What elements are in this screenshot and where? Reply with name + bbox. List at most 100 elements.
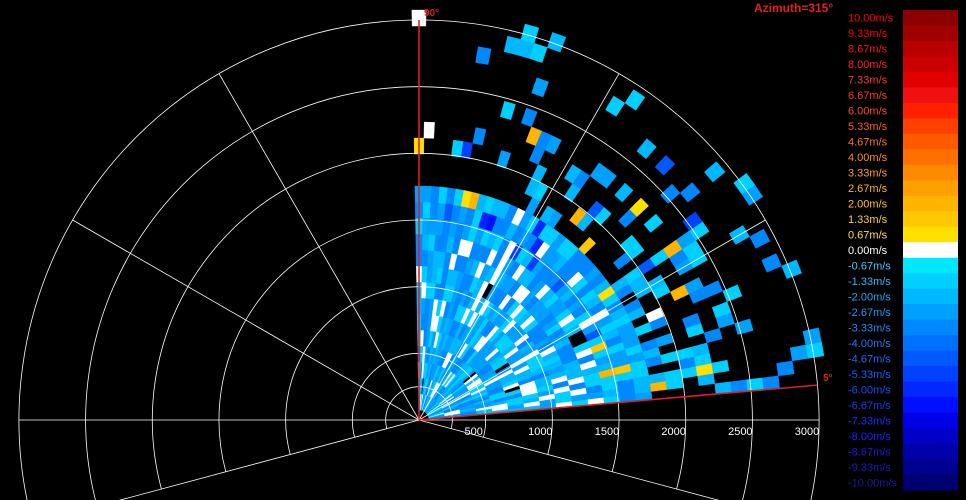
colorbar-label: -4.00m/s — [848, 338, 891, 350]
velocity-cell — [711, 359, 730, 374]
velocity-cell — [421, 233, 429, 251]
colorbar-swatch — [903, 350, 958, 367]
colorbar-swatch — [903, 87, 958, 104]
azimuth-spoke — [118, 419, 420, 500]
colorbar-swatch — [903, 102, 958, 119]
colorbar-swatch — [903, 25, 958, 42]
colorbar-label: -8.67m/s — [848, 446, 891, 458]
velocity-cell — [422, 185, 432, 203]
velocity-cell — [547, 32, 567, 53]
velocity-cell — [734, 318, 754, 335]
velocity-cell — [789, 344, 809, 362]
velocity-cell — [578, 236, 597, 255]
velocity-cell — [503, 35, 522, 56]
range-ring — [18, 19, 820, 500]
azimuth-spoke — [418, 219, 766, 421]
scan-edges: 90° 5° — [418, 8, 833, 421]
colorbar-label: 4.67m/s — [848, 137, 888, 149]
velocity-cell — [761, 253, 782, 273]
colorbar-label: -2.00m/s — [848, 291, 891, 303]
velocity-data-layer — [411, 9, 825, 420]
colorbar-swatch — [903, 443, 958, 460]
colorbar-label: -8.00m/s — [848, 431, 891, 443]
velocity-cell — [614, 182, 634, 203]
colorbar-swatch — [903, 133, 958, 150]
colorbar-label: 1.33m/s — [848, 214, 888, 226]
velocity-cell — [682, 312, 702, 329]
scan-lower-edge-label: 5° — [823, 373, 833, 384]
velocity-cell — [430, 186, 440, 204]
velocity-cell — [679, 182, 701, 203]
velocity-cell — [703, 280, 724, 298]
velocity-cell — [423, 121, 435, 139]
velocity-cell — [422, 201, 431, 219]
velocity-cell — [589, 162, 609, 183]
velocity-cell — [682, 211, 703, 231]
velocity-cell — [427, 234, 436, 251]
colorbar-swatch — [903, 10, 958, 26]
colorbar-label: 4.00m/s — [848, 152, 888, 164]
colorbar-swatch — [903, 288, 958, 305]
colorbar-label: -6.67m/s — [848, 400, 891, 412]
velocity-cell — [762, 375, 780, 391]
colorbar-swatch — [903, 56, 958, 73]
scan-upper-edge-label: 90° — [424, 8, 439, 19]
velocity-cell — [586, 200, 605, 220]
colorbar-swatch — [903, 273, 958, 290]
azimuth-spoke — [418, 73, 620, 421]
colorbar-swatch — [903, 381, 958, 398]
velocity-cell — [722, 284, 743, 302]
colorbar-swatch — [903, 319, 958, 336]
velocity-cell — [636, 138, 657, 160]
colorbar-swatch — [903, 335, 958, 352]
velocity-cell — [426, 250, 435, 267]
colorbar-label: -2.67m/s — [848, 307, 891, 319]
colorbar-label: -4.67m/s — [848, 353, 891, 365]
velocity-cell — [749, 228, 771, 249]
colorbar-swatch — [903, 366, 958, 383]
range-tick-label: 2000 — [661, 426, 685, 438]
colorbar-swatch — [903, 304, 958, 321]
colorbar-label: 0.00m/s — [848, 245, 888, 257]
colorbar-label: -6.00m/s — [848, 384, 891, 396]
colorbar-swatch — [903, 211, 958, 228]
colorbar-label: 2.00m/s — [848, 199, 888, 211]
velocity-cell — [619, 234, 639, 253]
range-tick-label: 2500 — [728, 426, 752, 438]
velocity-cell — [539, 205, 556, 225]
colorbar-label: 6.00m/s — [848, 106, 888, 118]
velocity-cell — [684, 277, 704, 295]
colorbar-swatch — [903, 226, 958, 243]
velocity-cell — [629, 197, 649, 218]
colorbar-swatch — [903, 71, 958, 88]
velocity-cell — [496, 150, 512, 169]
colorbar-label: -3.33m/s — [848, 322, 891, 334]
colorbar-swatch — [903, 242, 958, 259]
colorbar-label: 5.33m/s — [848, 121, 888, 133]
colorbar-label: 8.67m/s — [848, 44, 888, 56]
velocity-cell — [420, 281, 427, 299]
velocity-cell — [420, 297, 426, 315]
colorbar-label: -10.00m/s — [848, 477, 897, 489]
colorbar-label: 7.33m/s — [848, 75, 888, 87]
velocity-cell — [451, 139, 464, 158]
velocity-cell — [475, 46, 492, 65]
colorbar-label: -1.33m/s — [848, 276, 891, 288]
azimuth-spoke — [72, 219, 420, 421]
velocity-cell — [421, 249, 429, 267]
velocity-cell — [563, 164, 582, 184]
velocity-cell — [520, 23, 540, 44]
colorbar-label: 8.00m/s — [848, 59, 888, 71]
colorbar-label: -5.33m/s — [848, 369, 891, 381]
velocity-cell — [776, 360, 795, 377]
velocity-cell — [704, 161, 726, 183]
velocity-cell — [802, 327, 822, 346]
range-tick-label: 1000 — [528, 426, 552, 438]
colorbar-label: -0.67m/s — [848, 260, 891, 272]
range-tick-label: 3000 — [795, 426, 819, 438]
colorbar-swatch — [903, 397, 958, 414]
colorbar-label: 6.67m/s — [848, 90, 888, 102]
velocity-cell — [660, 183, 681, 204]
velocity-cell — [520, 107, 538, 128]
